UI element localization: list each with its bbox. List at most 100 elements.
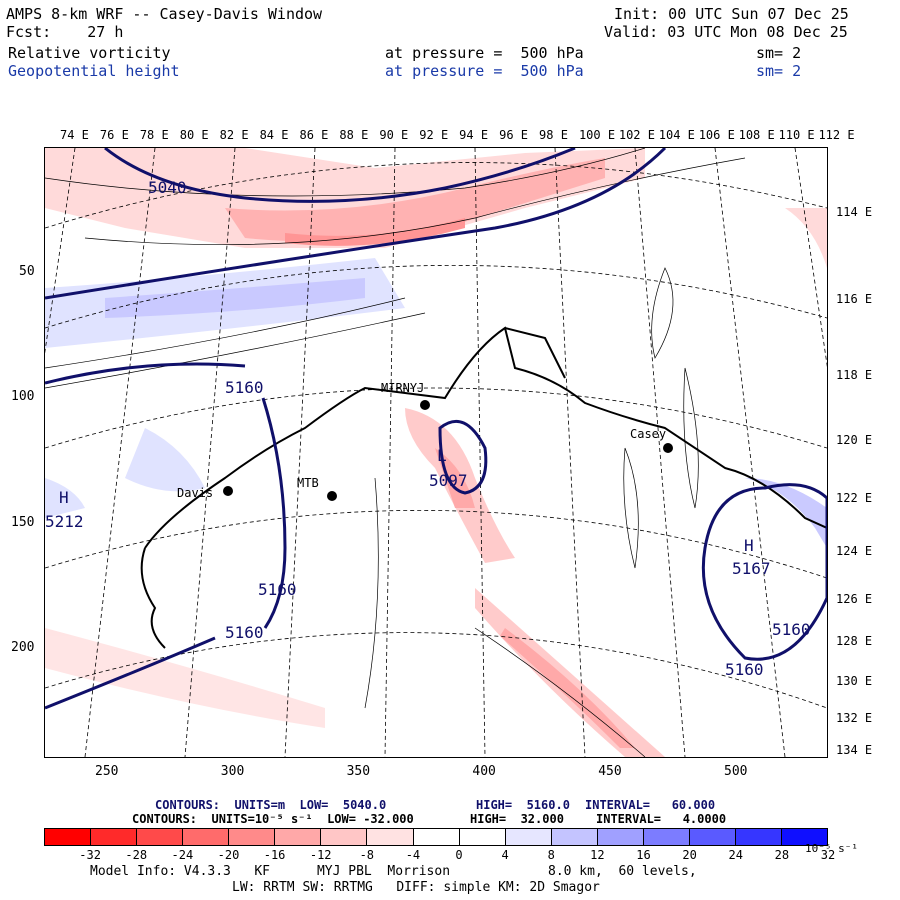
height-label: 5160 <box>225 623 264 642</box>
right-lon-label: 132 E <box>836 711 873 725</box>
right-lon-label: 118 E <box>836 368 873 382</box>
model-info: Model Info: V4.3.3 KF MYJ PBL Morrison <box>90 864 451 879</box>
x-tick-label: 450 <box>598 764 622 779</box>
x-tick-label: 500 <box>724 764 748 779</box>
x-tick-label: 350 <box>346 764 371 779</box>
height-label: 5040 <box>148 178 187 197</box>
right-lon-label: 124 E <box>836 544 873 558</box>
top-lon-label: 104 E <box>658 128 695 142</box>
colorbar-units: 10⁻⁵ s⁻¹ <box>805 842 858 855</box>
colorbar-label: -12 <box>309 848 332 862</box>
right-lon-label: 116 E <box>836 292 873 306</box>
colorbar-label: 28 <box>774 848 790 862</box>
height-label: 5097 <box>429 471 468 490</box>
colorbar-cell <box>551 829 598 845</box>
init-time: Init: 00 UTC Sun 07 Dec 25 <box>614 5 849 23</box>
colorbar-cell <box>735 829 782 845</box>
contour-info-vorticity-high: HIGH= 32.000 <box>470 812 564 826</box>
map-panel: MIRNYJ Davis MTB Casey 5040 5160 5160 51… <box>44 147 828 758</box>
colorbar-label: 32 <box>820 848 836 862</box>
colorbar-cell <box>413 829 460 845</box>
colorbar-label: -4 <box>405 848 421 862</box>
top-lon-label: 96 E <box>499 128 528 142</box>
low-label: L <box>437 446 447 465</box>
colorbar-label: -16 <box>263 848 286 862</box>
top-lon-label: 76 E <box>99 128 129 142</box>
colorbar-label: -28 <box>125 848 148 862</box>
height-label: 5160 <box>772 620 811 639</box>
valid-time: Valid: 03 UTC Mon 08 Dec 25 <box>604 23 848 41</box>
top-lon-label: 112 E <box>818 128 855 142</box>
colorbar-cell <box>321 829 368 845</box>
graticule <box>45 148 827 757</box>
map-svg <box>45 148 827 757</box>
colorbar-label: 8 <box>547 848 555 862</box>
right-lon-label: 114 E <box>836 205 873 219</box>
x-tick-label: 400 <box>472 764 496 779</box>
height-label: 5160 <box>725 660 764 679</box>
right-lon-label: 128 E <box>836 634 873 648</box>
station-dots <box>223 400 673 501</box>
right-lon-label: 134 E <box>836 743 873 757</box>
colorbar <box>44 828 828 846</box>
vorticity-contours <box>45 148 746 757</box>
colorbar-cell <box>782 829 828 845</box>
height-label: 5160 <box>258 580 297 599</box>
top-lon-label: 90 E <box>379 128 409 142</box>
coastline <box>140 326 827 649</box>
plot-title: AMPS 8-km WRF -- Casey-Davis Window <box>6 5 323 23</box>
colorbar-cell <box>183 829 230 845</box>
height-label: 5160 <box>225 378 264 397</box>
top-lon-label: 92 E <box>419 128 449 142</box>
colorbar-label: 12 <box>590 848 605 862</box>
y-tick-label: 50 <box>19 264 35 279</box>
model-physics: LW: RRTM SW: RRTMG DIFF: simple KM: 2D S… <box>232 880 600 895</box>
colorbar-cell <box>689 829 736 845</box>
field2-name: Geopotential height <box>8 62 180 80</box>
y-tick-label: 150 <box>11 514 35 530</box>
top-lon-label: 102 E <box>618 128 655 142</box>
colorbar-label: -20 <box>217 848 240 862</box>
colorbar-label: 24 <box>728 848 743 862</box>
colorbar-label: -32 <box>79 848 101 862</box>
top-lon-label: 86 E <box>299 128 329 142</box>
top-lon-label: 94 E <box>459 128 489 142</box>
x-tick-label: 250 <box>95 764 119 779</box>
top-lon-label: 100 E <box>578 128 616 142</box>
top-lon-label: 78 E <box>139 128 169 142</box>
top-lon-label: 74 E <box>60 128 89 142</box>
station-mtb: MTB <box>297 476 319 490</box>
height-label: 5212 <box>45 512 84 531</box>
top-lon-label: 88 E <box>339 128 369 142</box>
high-label: H <box>59 488 69 507</box>
field1-name: Relative vorticity <box>8 44 171 62</box>
colorbar-cell <box>643 829 690 845</box>
top-lon-label: 82 E <box>219 128 249 142</box>
field2-smoothing: sm= 2 <box>756 62 802 80</box>
right-lon-label: 122 E <box>836 491 873 505</box>
right-lon-label: 120 E <box>836 433 873 447</box>
colorbar-cell <box>505 829 552 845</box>
station-davis: Davis <box>177 486 214 500</box>
x-tick-label: 300 <box>220 764 245 779</box>
contour-info-vorticity: CONTOURS: UNITS=10⁻⁵ s⁻¹ LOW= -32.000 <box>132 812 414 826</box>
colorbar-label: 20 <box>682 848 697 862</box>
right-lon-label: 130 E <box>836 674 873 688</box>
colorbar-cell <box>229 829 276 845</box>
station-mirnyj: MIRNYJ <box>381 381 425 395</box>
top-lon-label: 108 E <box>738 128 775 142</box>
colorbar-cell <box>275 829 322 845</box>
y-tick-label: 200 <box>11 640 35 655</box>
colorbar-cell <box>91 829 138 845</box>
colorbar-cell <box>45 829 92 845</box>
high-label: H <box>744 536 754 555</box>
field2-pressure: at pressure = 500 hPa <box>385 62 584 80</box>
colorbar-label: -24 <box>171 848 194 862</box>
colorbar-cell <box>597 829 644 845</box>
contour-info-vorticity-interval: INTERVAL= 4.0000 <box>596 812 727 826</box>
contour-info-height-interval: INTERVAL= 60.000 <box>585 798 716 812</box>
station-casey: Casey <box>630 427 667 441</box>
contour-info-height: CONTOURS: UNITS=m LOW= 5040.0 <box>155 798 387 812</box>
top-lon-label: 106 E <box>698 128 735 142</box>
forecast-hour: Fcst: 27 h <box>6 23 124 41</box>
